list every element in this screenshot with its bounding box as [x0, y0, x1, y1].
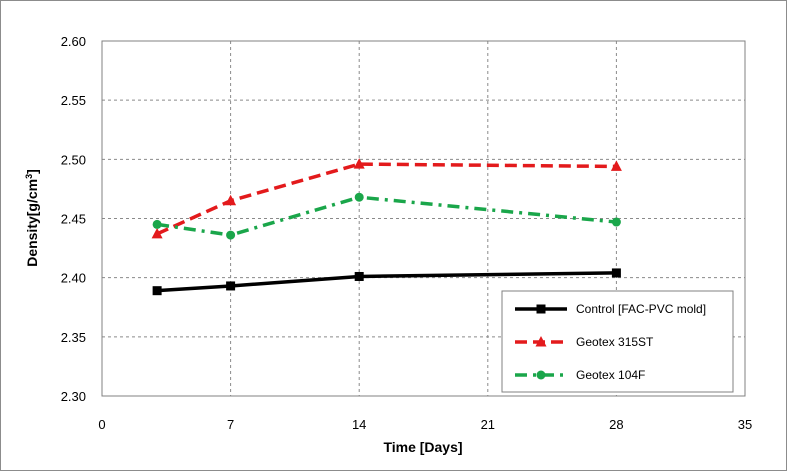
- x-tick-label: 14: [352, 417, 366, 432]
- y-tick-label: 2.50: [61, 152, 86, 167]
- series-triangle: [151, 158, 622, 239]
- y-tick-label: 2.35: [61, 330, 86, 345]
- data-point-square: [611, 268, 621, 278]
- data-point-triangle: [225, 194, 237, 206]
- data-point-triangle: [151, 227, 163, 239]
- series-circle: [152, 192, 621, 240]
- x-tick-label: 0: [98, 417, 105, 432]
- series-line: [157, 271, 617, 293]
- x-axis-title: Time [Days]: [383, 439, 462, 455]
- y-axis-title: Density[g/cm3]: [24, 169, 40, 267]
- legend-marker-square: [536, 304, 546, 314]
- data-point-square: [152, 286, 162, 296]
- legend-label: Geotex 104F: [576, 368, 645, 382]
- legend-marker-triangle: [535, 336, 547, 347]
- series-group: [151, 158, 622, 296]
- x-tick-label: 7: [227, 417, 234, 432]
- series-square: [152, 268, 621, 296]
- series-line: [156, 195, 617, 237]
- y-tick-label: 2.40: [61, 271, 86, 286]
- y-tick-label: 2.45: [61, 212, 86, 227]
- data-point-circle: [354, 192, 364, 202]
- data-point-circle: [226, 230, 236, 240]
- y-tick-label: 2.60: [61, 34, 86, 49]
- data-point-triangle: [610, 160, 622, 171]
- legend-label: Control [FAC-PVC mold]: [576, 302, 706, 316]
- data-point-circle: [611, 217, 621, 227]
- plot-area-border: [101, 40, 746, 397]
- x-tick-label: 28: [609, 417, 623, 432]
- data-point-square: [226, 281, 236, 291]
- legend-label: Geotex 315ST: [576, 335, 654, 349]
- x-tick-label: 35: [738, 417, 752, 432]
- data-point-circle: [152, 219, 162, 229]
- x-axis-ticks: 0 7 14 21 28 35: [98, 417, 752, 432]
- y-axis-ticks: 2.30 2.35 2.40 2.45 2.50 2.55 2.60: [61, 34, 86, 404]
- x-tick-label: 21: [481, 417, 495, 432]
- legend-marker-circle: [536, 370, 546, 380]
- data-point-triangle: [353, 158, 365, 169]
- legend: Control [FAC-PVC mold] Geotex 315ST Geotex…: [501, 290, 734, 393]
- y-tick-label: 2.30: [61, 389, 86, 404]
- series-line: [156, 162, 617, 236]
- y-tick-label: 2.55: [61, 93, 86, 108]
- data-point-square: [354, 271, 364, 281]
